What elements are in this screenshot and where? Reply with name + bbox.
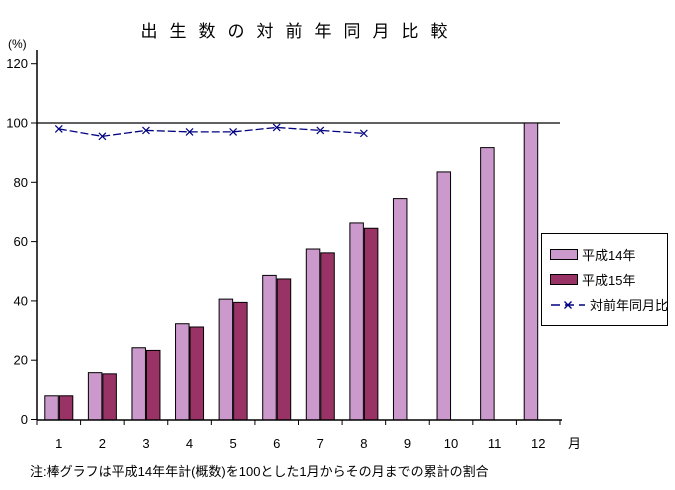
legend-label-ratio: 対前年同月比	[590, 298, 669, 313]
svg-text:6: 6	[273, 436, 280, 451]
legend-label-heisei15: 平成15年	[582, 273, 636, 288]
legend: 平成14年 平成15年 対前年同月比	[541, 233, 668, 326]
legend-item-heisei15: 平成15年	[550, 270, 665, 289]
y-axis-unit-label: (%)	[8, 37, 27, 51]
x-axis-ticks: 1 2 3 4 5 6 7 8 9 10 11 12 月	[36, 420, 581, 451]
svg-text:月: 月	[568, 436, 581, 451]
svg-text:0: 0	[21, 412, 28, 427]
svg-text:10: 10	[444, 436, 458, 451]
svg-text:120: 120	[6, 56, 28, 71]
legend-swatch-heisei14-icon	[550, 249, 578, 260]
legend-line-marker-icon	[550, 299, 586, 311]
svg-text:5: 5	[230, 436, 237, 451]
svg-text:8: 8	[360, 436, 367, 451]
legend-item-heisei14: 平成14年	[550, 245, 665, 264]
svg-text:4: 4	[186, 436, 193, 451]
svg-text:3: 3	[142, 436, 149, 451]
svg-text:100: 100	[6, 116, 28, 131]
svg-text:80: 80	[14, 175, 28, 190]
legend-swatch-heisei15-icon	[550, 274, 578, 285]
ratio-line-series	[54, 123, 368, 141]
bar-series-h14	[44, 122, 539, 421]
svg-text:7: 7	[317, 436, 324, 451]
legend-label-heisei14: 平成14年	[582, 248, 636, 263]
svg-text:2: 2	[99, 436, 106, 451]
svg-text:1: 1	[55, 436, 62, 451]
chart-title: 出生数の対前年同月比較	[140, 22, 460, 41]
svg-text:12: 12	[531, 436, 545, 451]
svg-text:40: 40	[14, 293, 28, 308]
bar-series-h15	[58, 227, 379, 421]
svg-text:20: 20	[14, 353, 28, 368]
y-axis-ticks: 0 20 40 60 80 100 120	[6, 56, 37, 427]
footnote: 注:棒グラフは平成14年年計(概数)を100とした1月からその月までの累計の割合	[30, 464, 489, 479]
svg-text:9: 9	[404, 436, 411, 451]
svg-text:11: 11	[488, 436, 502, 451]
svg-text:60: 60	[14, 234, 28, 249]
legend-item-ratio: 対前年同月比	[550, 295, 669, 314]
